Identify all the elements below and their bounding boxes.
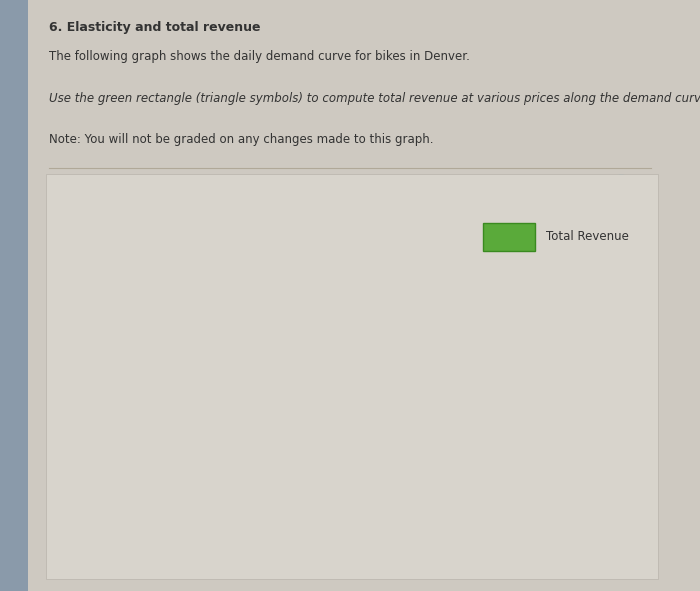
X-axis label: QUANTITY (Bikes): QUANTITY (Bikes) — [301, 569, 392, 579]
Y-axis label: PRICE (Dollars per bike): PRICE (Dollars per bike) — [82, 321, 92, 444]
Text: Demand: Demand — [450, 530, 491, 540]
Text: 6. Elasticity and total revenue: 6. Elasticity and total revenue — [49, 21, 260, 34]
Text: B: B — [467, 507, 473, 517]
Text: Use the green rectangle (triangle symbols) to compute total revenue at various p: Use the green rectangle (triangle symbol… — [49, 92, 700, 105]
Text: A: A — [430, 478, 436, 488]
Text: Note: You will not be graded on any changes made to this graph.: Note: You will not be graded on any chan… — [49, 133, 433, 146]
Text: ?: ? — [617, 181, 625, 194]
Text: Total Revenue: Total Revenue — [546, 230, 629, 243]
Text: The following graph shows the daily demand curve for bikes in Denver.: The following graph shows the daily dema… — [49, 50, 470, 63]
